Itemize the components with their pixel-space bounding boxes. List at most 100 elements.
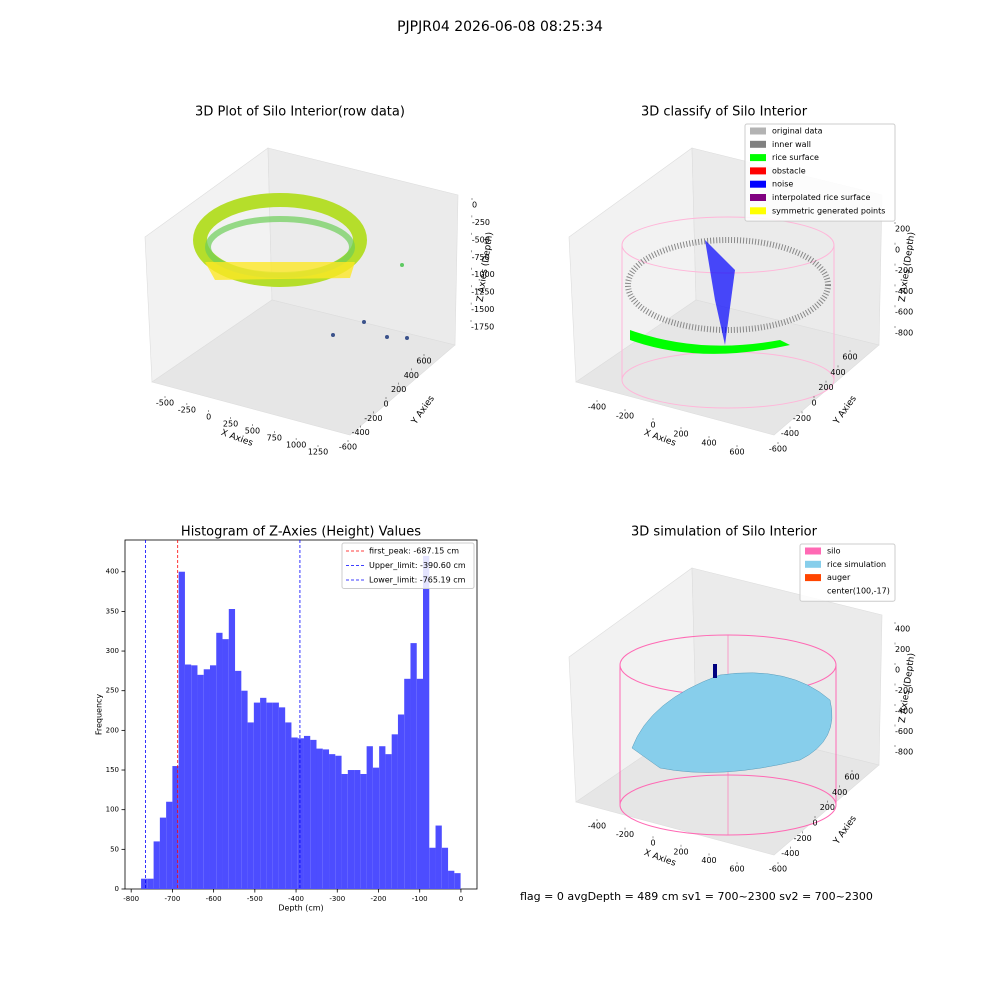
y-tick-label: 600 (416, 357, 431, 366)
bar (159, 817, 167, 889)
z-tick-label: 0 (895, 666, 900, 675)
bar (247, 722, 254, 889)
y-tick-label: -400 (781, 429, 799, 438)
legend-box (744, 123, 896, 222)
bar (322, 749, 330, 889)
z-tick-label: -1500 (471, 305, 494, 314)
outlier (385, 335, 389, 339)
z-tick-label: -400 (895, 287, 913, 296)
x-tick-label: 250 (223, 420, 238, 429)
z-tick-label: -600 (895, 308, 913, 317)
chart-title: 3D simulation of Silo Interior (631, 525, 818, 540)
auger (713, 664, 717, 678)
x-tick-label: -800 (123, 895, 139, 903)
bar (416, 678, 424, 889)
y-tick-label: 200 (820, 803, 835, 812)
legend-swatch (805, 547, 821, 555)
outlier (405, 336, 409, 340)
y-tick-label: 0 (812, 819, 817, 828)
bar (272, 702, 279, 889)
bar (291, 737, 298, 889)
bar (209, 665, 217, 889)
x-tick-label: -100 (412, 895, 428, 903)
outlier (400, 263, 404, 267)
y-tick-label: -600 (339, 443, 357, 452)
legend-label: rice surface (772, 153, 819, 162)
bar (285, 722, 292, 889)
y-tick-label: 0 (115, 885, 119, 893)
bar (141, 878, 148, 889)
noise (705, 240, 735, 345)
legend-swatch (750, 127, 766, 135)
legend-box (799, 543, 896, 602)
x-tick-label: 0 (650, 839, 655, 848)
bar (454, 873, 461, 889)
z-tick-label: -200 (895, 266, 913, 275)
y-axis-label: Y Axies (831, 814, 859, 847)
y-tick-label: 0 (811, 399, 816, 408)
x-axis-label: Depth (cm) (278, 904, 323, 913)
suptitle: PJPJR04 2026-06-08 08:25:34 (397, 19, 603, 35)
z-tick-label: -1250 (471, 288, 494, 297)
x-tick-label: -500 (247, 895, 263, 903)
bar (235, 670, 242, 889)
y-axis-label: Frequency (95, 694, 104, 736)
bar (410, 643, 417, 889)
y-tick-label: 400 (404, 371, 419, 380)
x-tick-label: -700 (164, 895, 180, 903)
legend-label: Upper_limit: -390.60 cm (369, 561, 466, 570)
chart-title: Histogram of Z-Axies (Height) Values (181, 525, 421, 540)
bar (172, 766, 179, 889)
legend-swatch (750, 154, 766, 162)
x-tick-label: 1000 (286, 441, 306, 450)
y-axis-label: Y Axies (409, 394, 437, 427)
y-tick-label: 250 (106, 687, 119, 695)
legend-label: original data (772, 127, 823, 136)
rice-surface (630, 330, 790, 354)
legend-swatch (750, 140, 766, 148)
y-tick-label: 200 (818, 383, 833, 392)
bar (278, 707, 286, 889)
z-tick-label: -250 (472, 218, 490, 227)
bar (310, 739, 317, 889)
y-tick-label: -600 (769, 865, 787, 874)
outlier (362, 320, 366, 324)
z-tick-label: 0 (895, 245, 900, 254)
bar (166, 801, 173, 889)
y-tick-label: 400 (830, 368, 845, 377)
bar (178, 571, 185, 889)
x-tick-label: -250 (178, 406, 196, 415)
legend-label: rice simulation (827, 560, 886, 569)
x-tick-label: 0 (206, 413, 211, 422)
legend-label: obstacle (772, 166, 806, 175)
x-tick-label: 200 (673, 430, 688, 439)
x-tick-label: 500 (245, 427, 260, 436)
bar (366, 746, 373, 889)
bar (241, 690, 248, 889)
bar (147, 878, 154, 889)
y-tick-label: -400 (352, 428, 370, 437)
z-tick-label: -1750 (471, 323, 494, 332)
z-tick-label: -800 (895, 748, 913, 757)
legend-label: center(100,-17) (827, 586, 890, 595)
z-tick-label: 0 (472, 201, 477, 210)
z-tick-label: -750 (472, 253, 490, 262)
y-tick-label: 400 (106, 568, 119, 576)
point-cloud (205, 262, 355, 280)
bar (203, 669, 210, 889)
legend-label: interpolated rice surface (772, 193, 870, 202)
legend-swatch (750, 180, 766, 188)
z-tick-label: -1000 (471, 270, 494, 279)
bar (397, 714, 405, 889)
pane (575, 299, 880, 436)
y-tick-label: 200 (106, 726, 119, 734)
bar (423, 555, 430, 889)
chart-title: 3D Plot of Silo Interior(row data) (195, 105, 405, 120)
x-tick-label: 200 (673, 847, 688, 856)
y-tick-label: 400 (832, 788, 847, 797)
x-tick-label: -400 (588, 403, 606, 412)
bar (153, 841, 160, 889)
y-tick-label: -600 (769, 445, 787, 454)
z-tick-label: 400 (895, 625, 910, 634)
